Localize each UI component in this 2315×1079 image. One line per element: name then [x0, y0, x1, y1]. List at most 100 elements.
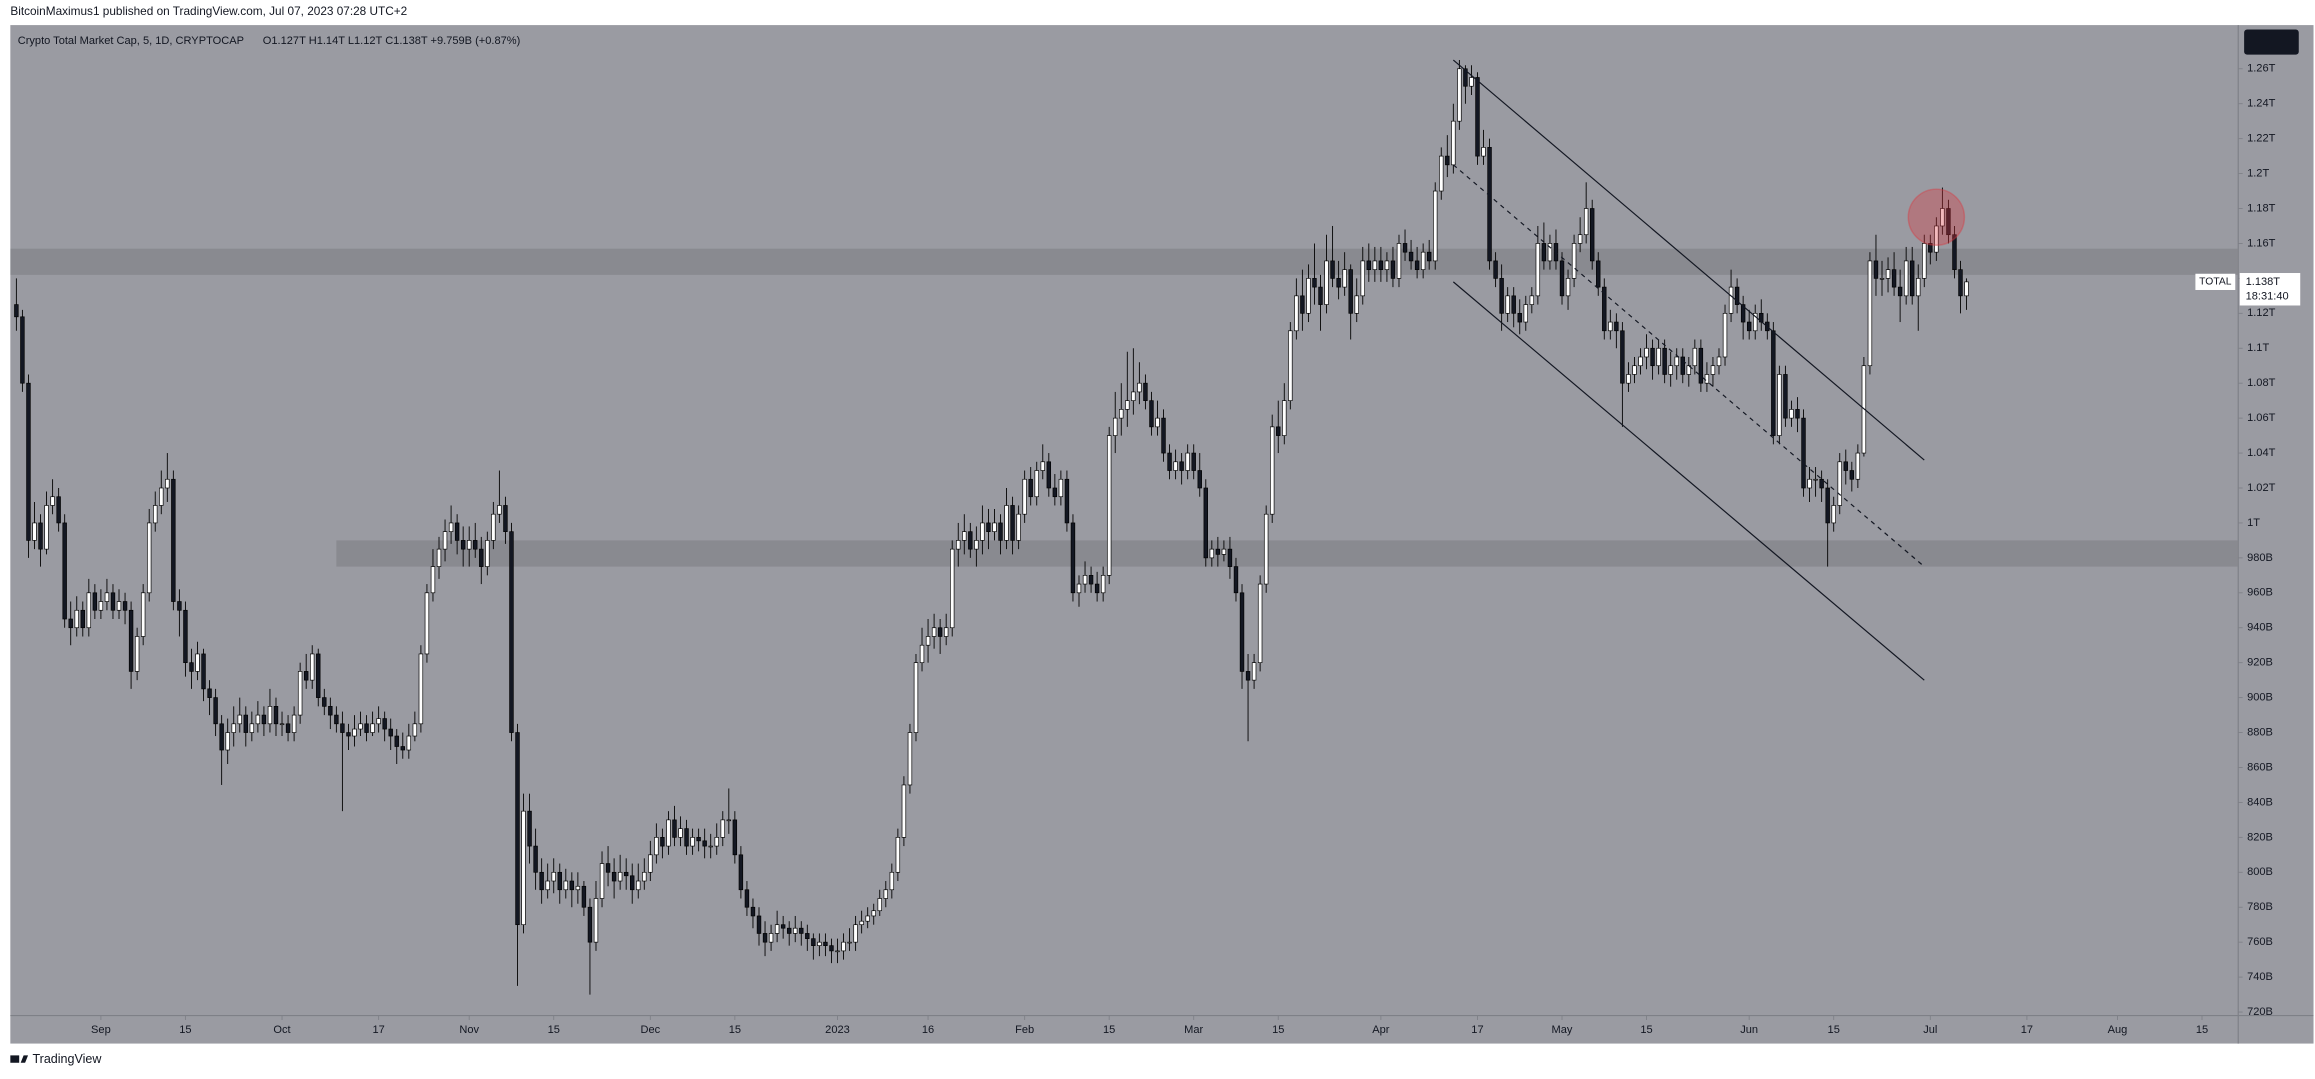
candle-body: [738, 854, 744, 891]
candle-body: [521, 810, 526, 926]
candle-body: [1312, 278, 1317, 288]
y-tick-label: 1.24T: [2247, 98, 2276, 110]
channel-line: [1452, 281, 1925, 681]
candle-body: [1197, 470, 1202, 489]
x-tick-label: 16: [922, 1024, 934, 1036]
candle-body: [919, 644, 925, 664]
candle-body: [1179, 461, 1184, 471]
candle-body: [1342, 269, 1347, 288]
y-tick-label: 940B: [2247, 622, 2273, 634]
logo: TradingView: [10, 1052, 102, 1066]
candle-body: [1070, 522, 1076, 594]
candle-body: [1505, 295, 1510, 314]
candle-body: [931, 627, 937, 637]
candle-body: [1221, 548, 1227, 555]
candle-body: [750, 906, 756, 917]
candle-body: [762, 933, 768, 943]
candle-body: [1300, 295, 1305, 314]
y-tick-label: 720B: [2247, 1006, 2273, 1018]
candle-body: [1903, 260, 1909, 297]
candle-body: [1740, 304, 1746, 323]
candle-body: [1777, 374, 1782, 436]
candle-body: [201, 653, 206, 690]
candle-body: [346, 732, 351, 737]
candle-body: [243, 714, 249, 733]
candle-body: [1257, 583, 1263, 664]
settings-button[interactable]: [2244, 29, 2299, 55]
candle-body: [316, 653, 321, 698]
logo-mark: [20, 1055, 29, 1063]
candle-body: [424, 592, 430, 655]
candle-body: [68, 618, 73, 629]
x-tick-label: 2023: [825, 1024, 850, 1036]
candle-body: [817, 941, 822, 946]
candle-body: [1565, 278, 1571, 297]
candle-body: [527, 810, 532, 847]
candle-body: [1493, 260, 1498, 279]
candle-body: [231, 723, 236, 733]
candle-body: [1819, 478, 1824, 489]
y-tick-label: 1.12T: [2247, 307, 2276, 319]
candle-body: [1952, 234, 1957, 270]
candle-body: [545, 880, 550, 891]
candle-body: [1040, 461, 1045, 471]
y-tick-label: 780B: [2247, 901, 2273, 913]
candle-body: [153, 505, 158, 524]
candle-body: [642, 871, 647, 882]
candle-body: [611, 871, 617, 882]
candle-body: [1269, 426, 1275, 515]
candle-body: [799, 927, 804, 934]
candle-body: [1614, 321, 1619, 332]
candle-body: [1620, 330, 1625, 384]
candle-body: [26, 382, 31, 541]
x-tick-label: Mar: [1184, 1024, 1203, 1036]
candle-body: [146, 522, 152, 594]
candle-body: [515, 732, 520, 926]
candle-body: [358, 723, 363, 730]
candle-body: [1577, 234, 1583, 244]
candle-body: [116, 601, 122, 611]
candle-body: [436, 548, 442, 567]
candle-body: [207, 688, 212, 698]
candle-body: [1843, 461, 1848, 471]
candle-body: [1348, 269, 1353, 314]
candle-body: [1227, 548, 1233, 567]
candle-body: [140, 592, 146, 637]
header: BitcoinMaximus1 published on TradingView…: [10, 4, 407, 18]
candle-body: [925, 636, 931, 646]
candle-body: [1058, 478, 1064, 498]
y-tick-label: 980B: [2247, 552, 2273, 564]
candle-body: [895, 837, 901, 873]
price-label: 1.138T: [2246, 276, 2281, 288]
candle-body: [1245, 671, 1251, 681]
candle-body: [1354, 295, 1359, 314]
x-tick-label: Aug: [2108, 1024, 2128, 1036]
candle-body: [1064, 478, 1070, 524]
x-tick-label: 17: [1471, 1024, 1483, 1036]
x-tick-label: 17: [372, 1024, 384, 1036]
x-tick-label: 15: [1640, 1024, 1652, 1036]
candle-body: [98, 601, 104, 611]
y-tick-label: 740B: [2247, 971, 2273, 983]
candle-body: [956, 540, 961, 550]
candle-body: [273, 706, 279, 725]
candle-body: [1825, 487, 1830, 524]
candle-body: [1891, 269, 1897, 288]
candle-body: [448, 522, 454, 532]
candle-body: [1783, 374, 1788, 419]
candle-body: [1596, 260, 1601, 288]
candle-body: [1457, 68, 1462, 122]
candle-body: [1402, 243, 1408, 253]
candle-body: [382, 718, 387, 730]
y-tick-label: 860B: [2247, 761, 2273, 773]
x-tick-label: 17: [2021, 1024, 2033, 1036]
highlight-circle: [1907, 188, 1966, 247]
candle-body: [1119, 409, 1124, 419]
candle-body: [1360, 260, 1365, 297]
candle-body: [261, 714, 267, 725]
candle-body: [756, 915, 762, 934]
y-tick-label: 880B: [2247, 726, 2273, 738]
candle-body: [702, 840, 707, 847]
candle-body: [907, 732, 913, 786]
candle-body: [992, 522, 997, 532]
